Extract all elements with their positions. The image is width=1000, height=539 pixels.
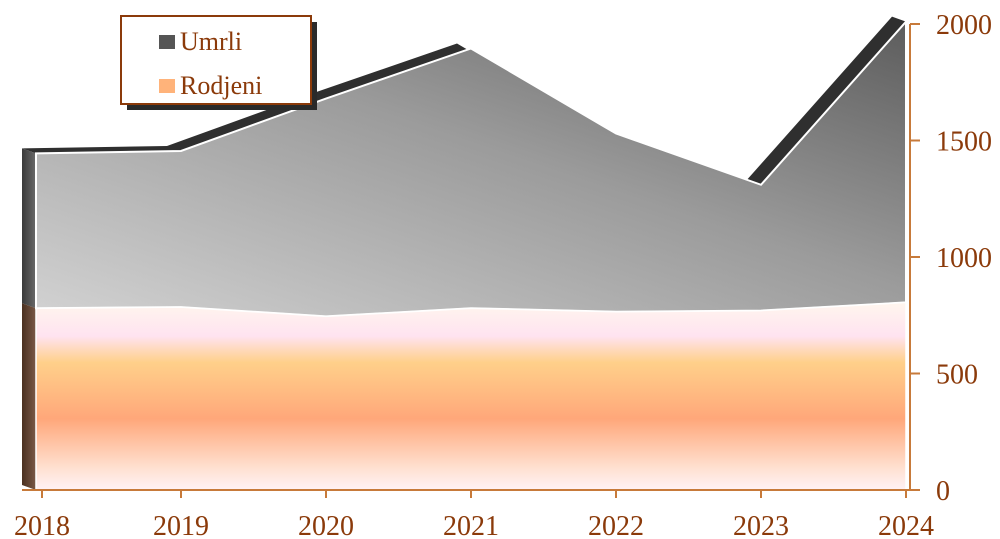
legend: Umrli Rodjeni (120, 15, 317, 110)
area-layer (35, 19, 907, 491)
y-tick-label: 500 (936, 360, 978, 391)
y-tick-label: 2000 (936, 10, 992, 41)
rodjeni-side-face (22, 303, 36, 490)
legend-swatch-umrli (159, 35, 175, 49)
x-tick-label: 2020 (298, 511, 354, 539)
y-tick-label: 0 (936, 476, 950, 507)
x-tick-label: 2019 (153, 511, 209, 539)
legend-swatch-rodjeni (159, 79, 175, 93)
x-tick-label: 2018 (14, 511, 70, 539)
x-tick-label: 2023 (733, 511, 789, 539)
x-tick-label: 2024 (878, 511, 934, 539)
y-tick-label: 1500 (936, 127, 992, 158)
legend-label-umrli: Umrli (180, 27, 242, 56)
legend-label-rodjeni: Rodjeni (180, 71, 262, 100)
x-tick-label: 2022 (588, 511, 644, 539)
y-tick-label: 1000 (936, 243, 992, 274)
legend-box (120, 15, 312, 105)
x-tick-label: 2021 (443, 511, 499, 539)
y-axis: 0 500 1000 1500 2000 (910, 10, 992, 507)
x-axis: 2018 2019 2020 2021 2022 2023 2024 (14, 490, 934, 539)
umrli-side-face (22, 148, 36, 309)
area-rodjeni (35, 301, 907, 491)
